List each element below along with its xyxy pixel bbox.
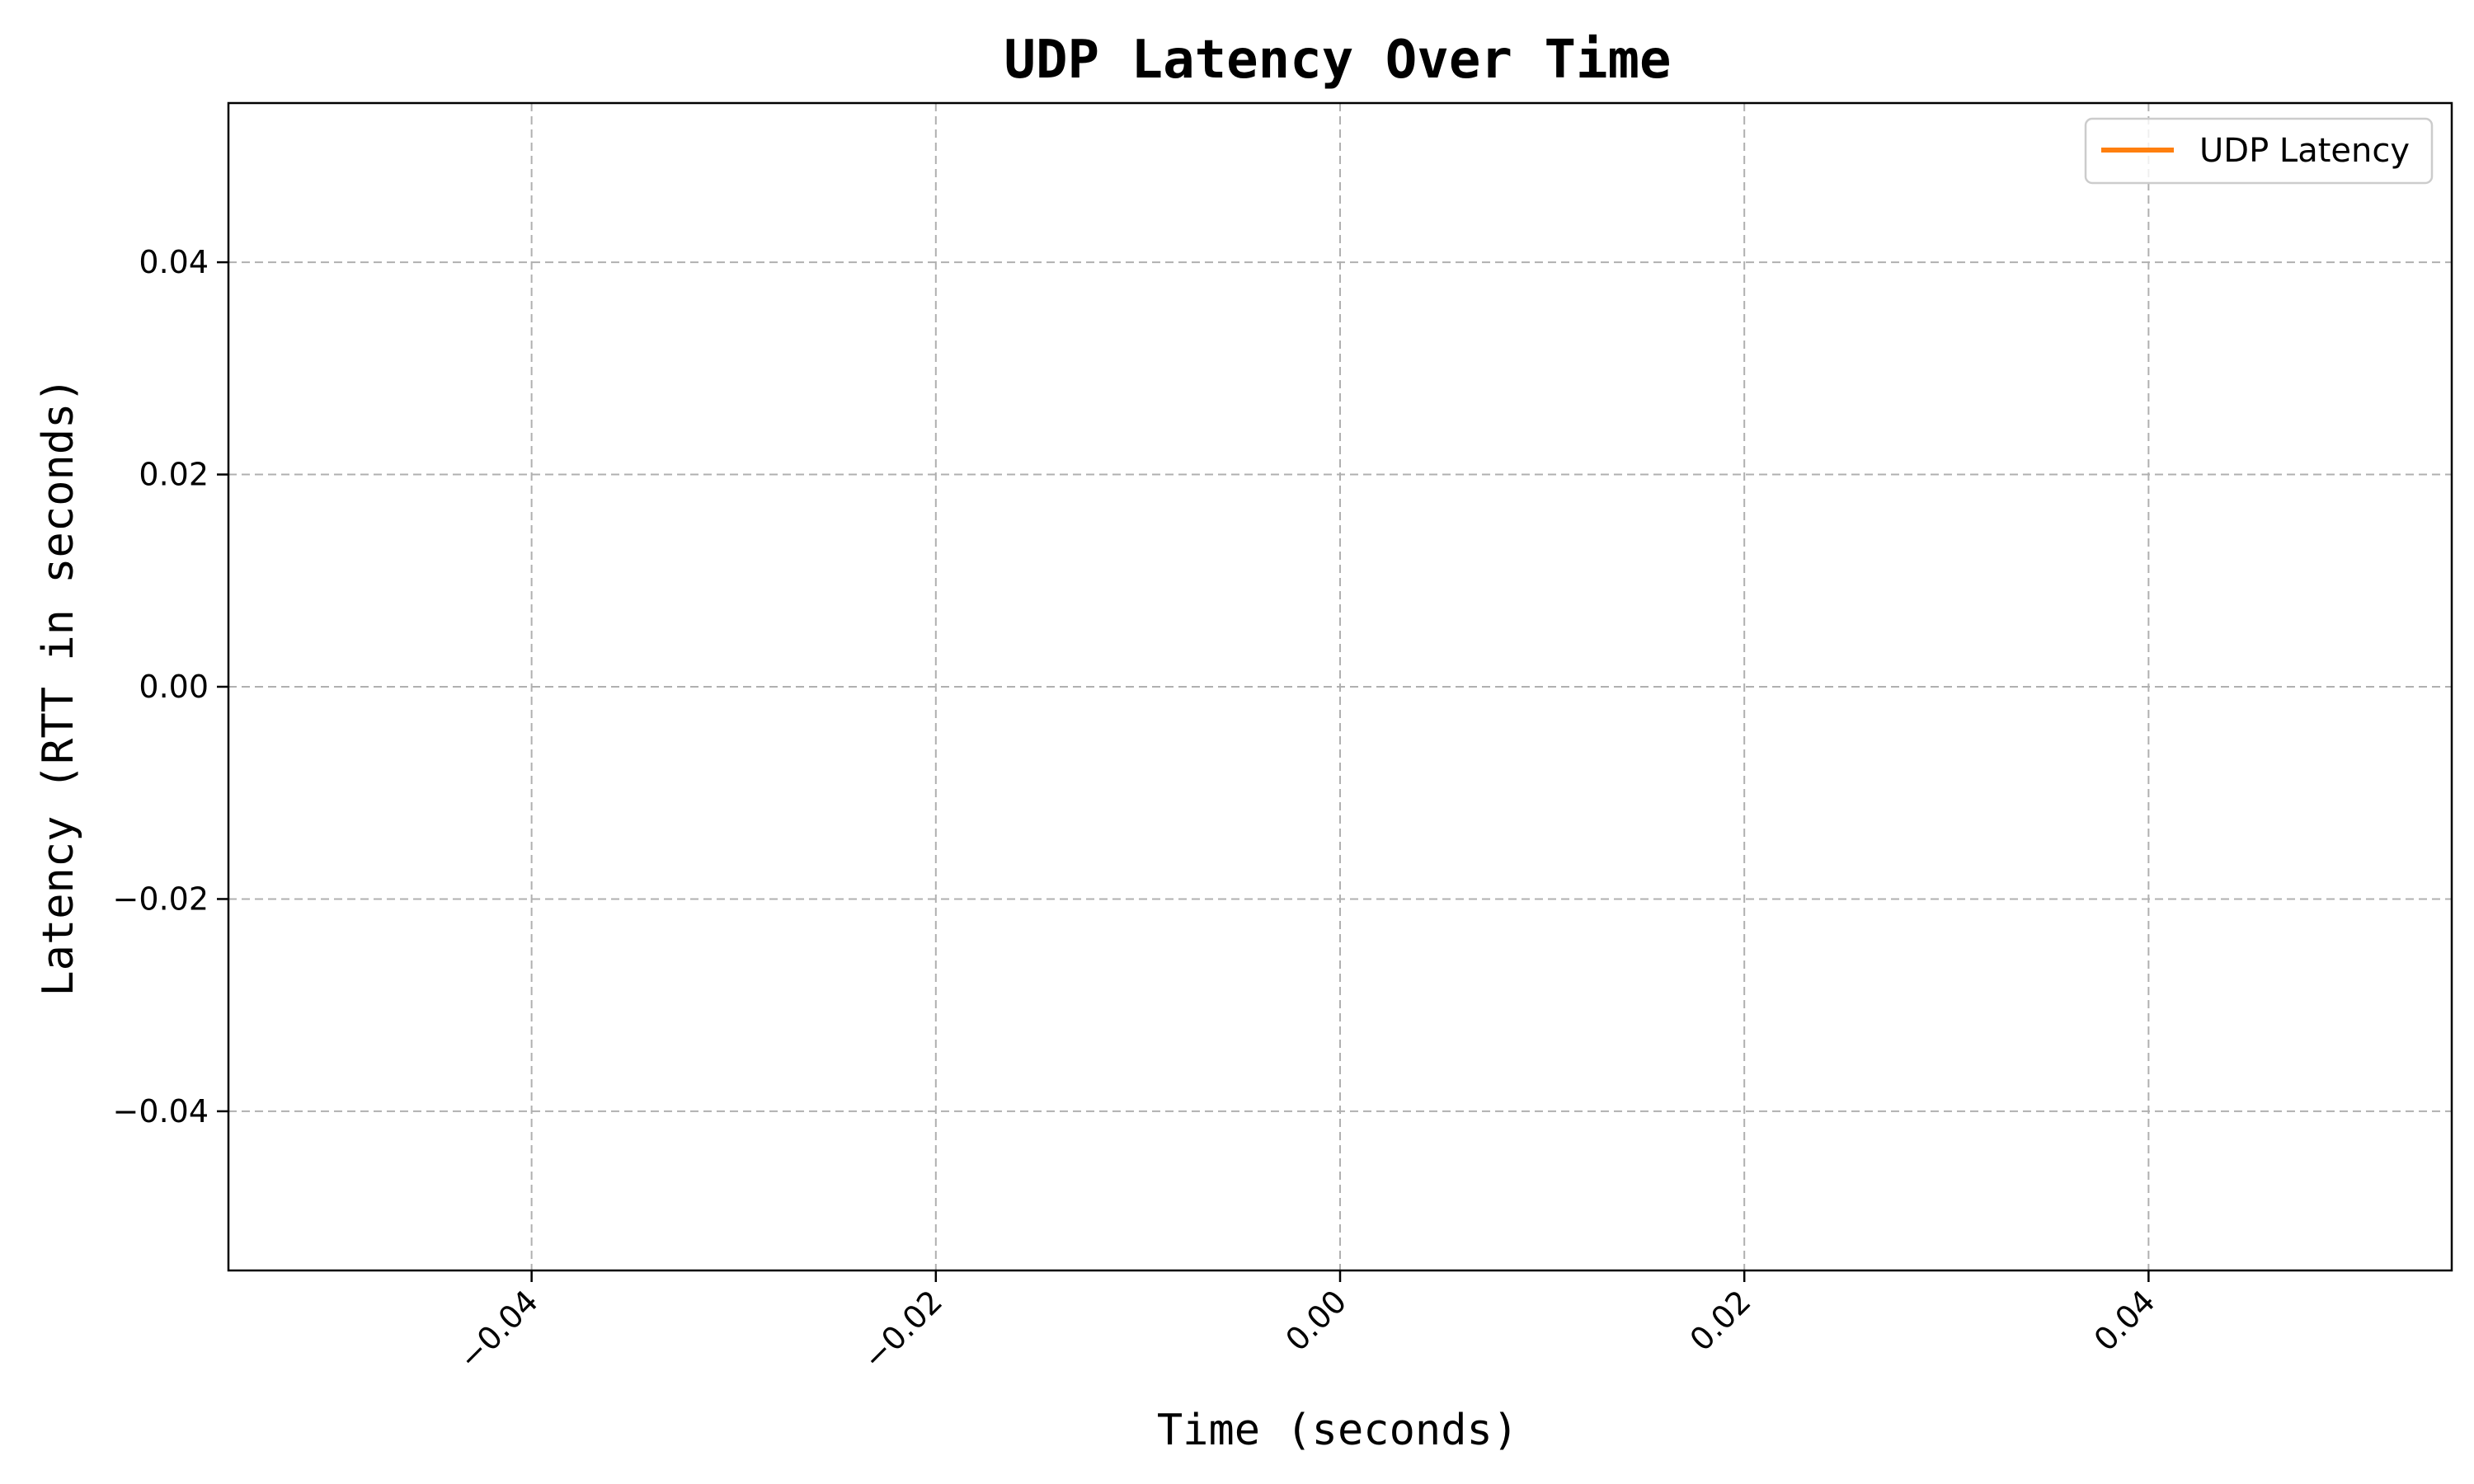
y-tick-label: −0.04 [113, 1093, 209, 1129]
legend-label: UDP Latency [2199, 132, 2410, 170]
y-axis-ticks: 0.04 0.02 0.00 −0.02 −0.04 [113, 244, 228, 1129]
y-tick-label: 0.02 [139, 457, 209, 493]
legend: UDP Latency [2084, 117, 2434, 185]
plot-area [227, 101, 2453, 1272]
y-tick-label: 0.04 [139, 244, 209, 280]
x-axis-label: Time (seconds) [1157, 1406, 1518, 1455]
y-tick-label: −0.02 [113, 881, 209, 917]
legend-box [2084, 117, 2434, 185]
y-axis-label: Latency (RTT in seconds) [34, 377, 83, 996]
y-tick-label: 0.00 [139, 669, 209, 705]
grid-lines [228, 103, 2452, 1270]
chart-title: UDP Latency Over Time [1004, 30, 1671, 91]
